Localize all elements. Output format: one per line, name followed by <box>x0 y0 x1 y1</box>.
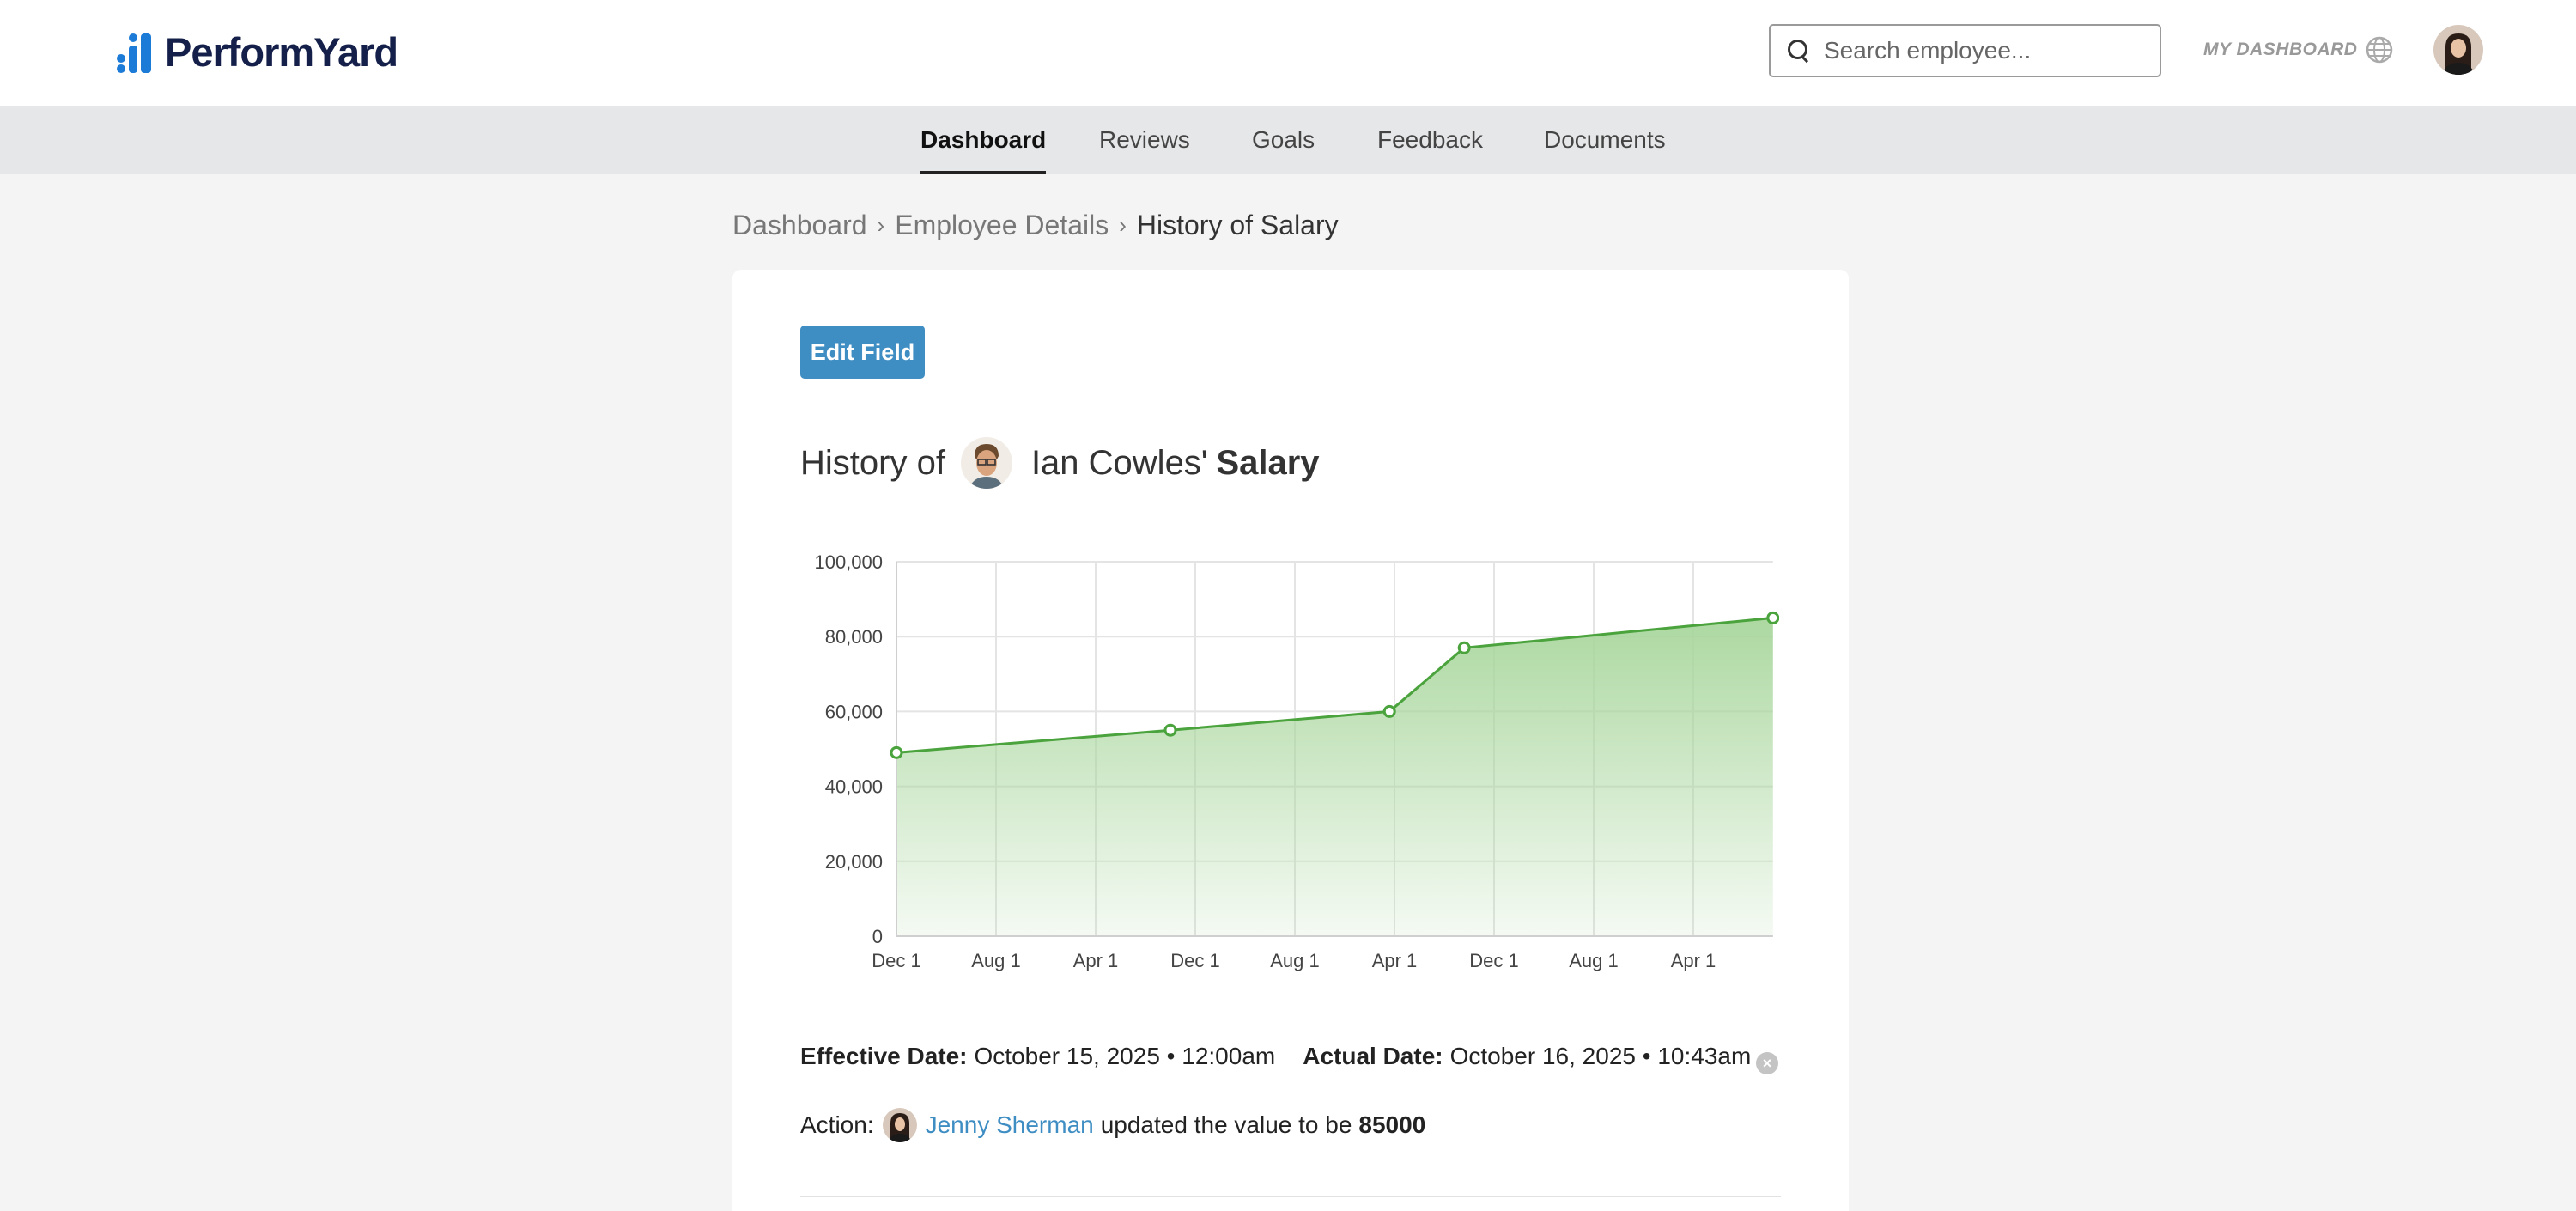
breadcrumb-current: History of Salary <box>1136 210 1339 240</box>
tab-label: Feedback <box>1377 126 1483 153</box>
my-dashboard-link[interactable]: MY DASHBOARD <box>2203 40 2358 59</box>
employee-search[interactable] <box>1769 24 2161 77</box>
actual-date-label: Actual Date: <box>1303 1043 1443 1069</box>
performyard-logo[interactable]: PerformYard <box>115 26 398 77</box>
y-tick-label: 20,000 <box>825 851 883 873</box>
breadcrumb-employee-details[interactable]: Employee Details <box>895 210 1109 240</box>
area-fill <box>896 618 1773 936</box>
tab-feedback[interactable]: Feedback <box>1377 106 1483 174</box>
tab-label: Dashboard <box>920 126 1047 153</box>
employee-name: Ian Cowles' <box>1030 443 1208 482</box>
data-point[interactable] <box>1766 611 1779 624</box>
date-details: Effective Date: October 15, 2025 • 12:00… <box>800 1043 1751 1070</box>
effective-date-value: October 15, 2025 • 12:00am <box>974 1043 1276 1069</box>
tab-reviews[interactable]: Reviews <box>1099 106 1190 174</box>
divider <box>800 1196 1781 1197</box>
tab-dashboard[interactable]: Dashboard <box>920 106 1047 174</box>
y-tick-label: 80,000 <box>825 626 883 648</box>
chart-points <box>890 611 1779 759</box>
x-tick-label: Dec 1 <box>1170 950 1219 971</box>
tab-label: Reviews <box>1099 126 1190 153</box>
x-tick-label: Aug 1 <box>1569 950 1619 971</box>
field-name: Salary <box>1216 443 1320 482</box>
breadcrumb: Dashboard › Employee Details › History o… <box>732 210 1339 241</box>
chart-area <box>896 616 1773 936</box>
y-tick-label: 100,000 <box>814 551 883 573</box>
data-point[interactable] <box>1382 704 1396 718</box>
chevron-right-icon: › <box>877 212 885 238</box>
logo-text: PerformYard <box>165 28 398 75</box>
chevron-right-icon: › <box>1119 212 1127 238</box>
x-tick-label: Apr 1 <box>1073 950 1119 971</box>
close-icon[interactable]: × <box>1756 1052 1778 1074</box>
actual-date-value: October 16, 2025 • 10:43am <box>1449 1043 1752 1069</box>
salary-history-chart: 0 20,000 40,000 60,000 80,000 100,000 Dec 1 Aug… <box>814 551 1779 971</box>
effective-date-label: Effective Date: <box>800 1043 968 1069</box>
title-prefix: History of <box>800 443 945 482</box>
globe-icon[interactable] <box>2366 36 2393 64</box>
logo-mark-icon <box>115 30 158 73</box>
tab-label: Documents <box>1544 126 1666 153</box>
employee-avatar <box>960 437 1012 489</box>
action-label: Action: <box>800 1111 874 1138</box>
tab-label: Goals <box>1252 126 1315 153</box>
top-header: PerformYard MY DASHBOARD <box>0 0 2576 106</box>
actor-link[interactable]: Jenny Sherman <box>925 1111 1094 1138</box>
action-text: updated the value to be <box>1100 1111 1352 1138</box>
main-navigation: Dashboard Reviews Goals Feedback Documen… <box>0 106 2576 174</box>
search-icon <box>1786 38 1812 64</box>
x-tick-label: Dec 1 <box>1469 950 1518 971</box>
data-point[interactable] <box>890 745 903 759</box>
x-tick-label: Apr 1 <box>1372 950 1418 971</box>
data-point[interactable] <box>1457 641 1471 654</box>
x-tick-label: Apr 1 <box>1671 950 1716 971</box>
x-tick-label: Dec 1 <box>872 950 920 971</box>
edit-field-button[interactable]: Edit Field <box>800 326 925 379</box>
user-avatar[interactable] <box>2433 25 2483 75</box>
new-value: 85000 <box>1358 1111 1426 1138</box>
search-input[interactable] <box>1824 37 2133 64</box>
tab-goals[interactable]: Goals <box>1252 106 1315 174</box>
actor-avatar <box>882 1108 917 1142</box>
x-tick-label: Aug 1 <box>1270 950 1320 971</box>
salary-history-card: Edit Field History of Ian Cowles' Salary… <box>732 270 1849 1211</box>
active-tab-indicator <box>920 171 1047 174</box>
data-point[interactable] <box>1163 723 1177 737</box>
page-title: History of Ian Cowles' Salary <box>800 433 1320 493</box>
y-tick-label: 0 <box>872 926 883 947</box>
tab-documents[interactable]: Documents <box>1544 106 1666 174</box>
action-details: Action: Jenny Sherman updated the value … <box>800 1108 1432 1142</box>
y-tick-label: 60,000 <box>825 701 883 722</box>
x-tick-label: Aug 1 <box>971 950 1021 971</box>
y-tick-label: 40,000 <box>825 776 883 798</box>
breadcrumb-dashboard[interactable]: Dashboard <box>732 210 867 240</box>
